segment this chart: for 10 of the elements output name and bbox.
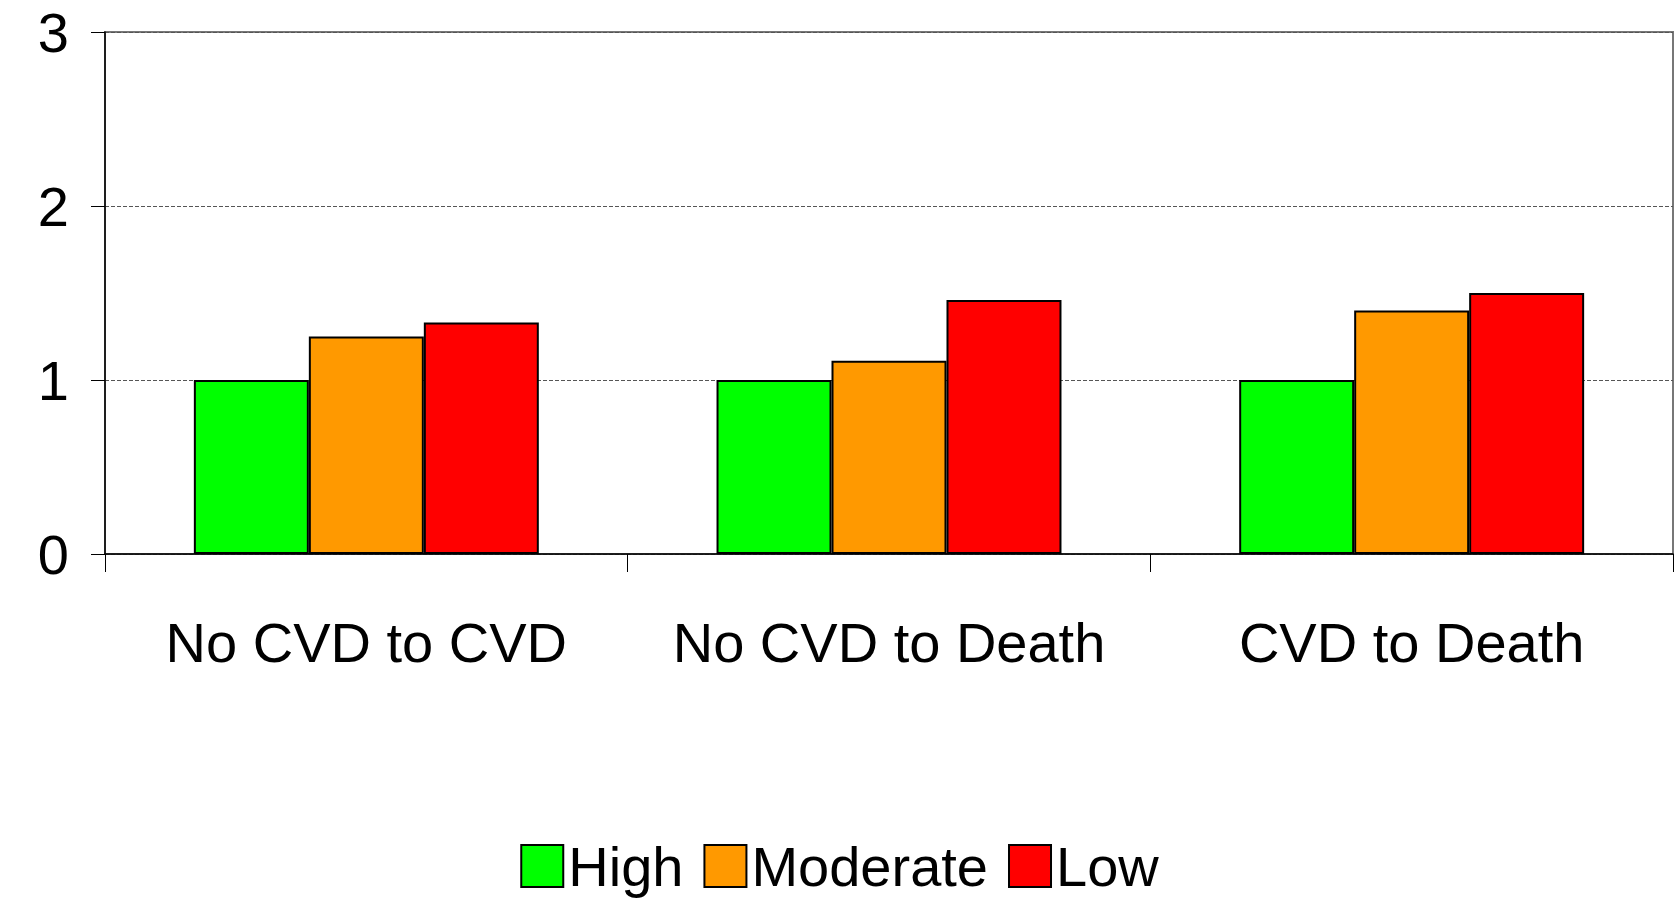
- y-tick-label: 1: [37, 348, 69, 412]
- y-tick-label: 3: [37, 0, 69, 64]
- y-tick-label: 0: [37, 522, 69, 586]
- legend-label: Moderate: [751, 834, 989, 898]
- legend-label: Low: [1056, 834, 1160, 898]
- x-tick-label: CVD to Death: [1238, 610, 1585, 674]
- x-tick-label: No CVD to CVD: [165, 610, 568, 674]
- x-tick-label: No CVD to Death: [672, 610, 1106, 674]
- y-tick-label: 2: [37, 174, 69, 238]
- legend-label: High: [568, 834, 684, 898]
